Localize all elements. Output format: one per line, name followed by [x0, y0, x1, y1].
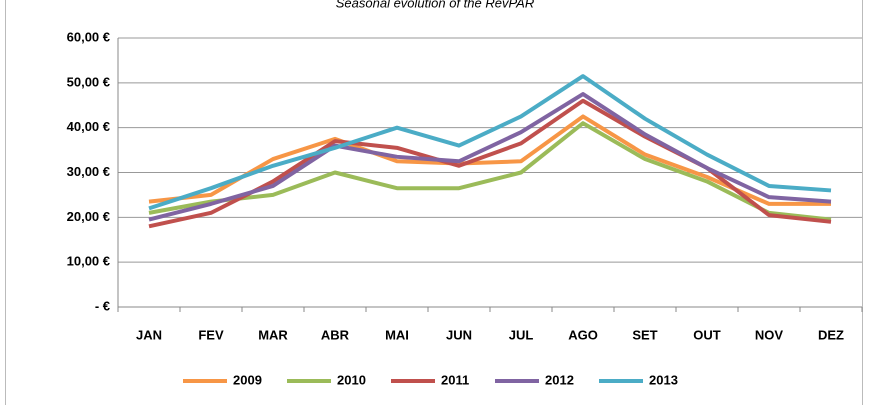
x-tick-label: ABR: [321, 327, 350, 342]
y-tick-label: 20,00 €: [67, 209, 110, 224]
x-tick-label: JUN: [446, 327, 472, 342]
legend-label: 2009: [233, 372, 262, 387]
y-tick-label: 60,00 €: [67, 29, 110, 44]
legend-label: 2012: [545, 372, 574, 387]
x-tick-label: OUT: [693, 327, 721, 342]
chart-title: Seasonal evolution of the RevPAR: [336, 0, 535, 10]
series-line: [148, 98, 832, 229]
y-tick-label: 10,00 €: [67, 254, 110, 269]
series-line: [148, 92, 832, 222]
series-line: [148, 121, 832, 222]
x-tick-label: MAI: [385, 327, 409, 342]
x-tick-label: AGO: [568, 327, 598, 342]
y-tick-label: 30,00 €: [67, 164, 110, 179]
chart-frame: [5, 0, 863, 405]
x-tick-label: JUL: [509, 327, 534, 342]
x-tick-label: MAR: [258, 327, 288, 342]
x-tick-label: SET: [632, 327, 657, 342]
x-tick-label: JAN: [136, 327, 162, 342]
y-tick-label: 50,00 €: [67, 74, 110, 89]
y-tick-label: 40,00 €: [67, 119, 110, 134]
legend-label: 2011: [441, 372, 469, 387]
x-tick-label: DEZ: [818, 327, 844, 342]
x-tick-label: NOV: [755, 327, 784, 342]
legend-label: 2013: [649, 372, 678, 387]
x-tick-label: FEV: [198, 327, 224, 342]
series-line: [148, 74, 832, 211]
series-line: [148, 114, 831, 206]
legend-label: 2010: [337, 372, 366, 387]
y-tick-label: - €: [95, 298, 110, 313]
